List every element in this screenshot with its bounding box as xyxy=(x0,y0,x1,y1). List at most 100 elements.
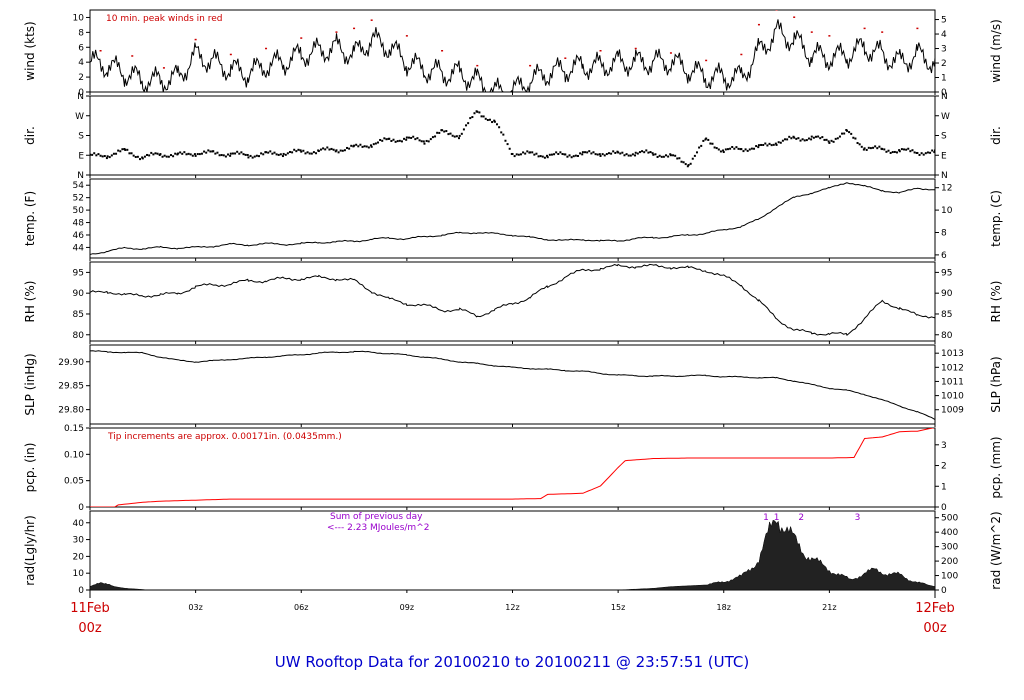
slp-ytick-label-left: 29.85 xyxy=(58,382,84,392)
rad-ytick-label-left: 0 xyxy=(78,586,84,596)
dir-point xyxy=(469,117,472,120)
dir-point xyxy=(339,149,342,152)
dir-point xyxy=(755,145,758,148)
wind-ytick-label-left: 10 xyxy=(73,13,85,23)
xaxis-date-label: 12Feb xyxy=(915,601,955,616)
dir-point xyxy=(517,153,520,156)
dir-point xyxy=(379,138,382,141)
wind-ytick-label-right: 3 xyxy=(941,45,947,55)
dir-point xyxy=(680,160,683,163)
dir-point xyxy=(757,144,760,147)
dir-point xyxy=(610,152,613,155)
dir-point xyxy=(179,151,182,154)
dir-point xyxy=(370,145,373,148)
wind-peak-point xyxy=(810,31,813,33)
temp-ytick-label-right: 6 xyxy=(941,251,947,261)
dir-point xyxy=(405,136,408,139)
slp-frame xyxy=(89,344,936,425)
dir-point xyxy=(588,150,591,153)
dir-point xyxy=(482,115,485,118)
dir-point xyxy=(693,154,696,157)
wind-peak-point xyxy=(916,27,919,30)
temp-ytick-label-right: 8 xyxy=(941,228,947,238)
rh-ytick-label-left: 80 xyxy=(73,331,85,341)
dir-point xyxy=(203,150,206,153)
dir-point xyxy=(251,156,254,159)
wind-peak-point xyxy=(634,47,637,50)
dir-point xyxy=(128,152,131,155)
dir-point xyxy=(614,151,617,154)
dir-point xyxy=(390,139,393,142)
dir-point xyxy=(862,148,865,151)
dir-point xyxy=(513,155,516,158)
temp-ytick-label-left: 44 xyxy=(73,243,85,253)
dir-point xyxy=(275,153,278,156)
rad-annotation-line1: Sum of previous day xyxy=(330,512,423,522)
dir-point xyxy=(154,152,157,155)
dir-point xyxy=(911,149,914,152)
rad-ytick-label-right: 100 xyxy=(941,572,958,582)
pcp-ytick-label-right: 2 xyxy=(941,462,947,472)
dir-point xyxy=(636,152,639,155)
slp-ytick-label-right: 1010 xyxy=(941,392,964,402)
xaxis-tick-label: 06z xyxy=(294,603,308,612)
dir-point xyxy=(191,154,194,157)
dir-point xyxy=(823,138,826,141)
dir-point xyxy=(247,156,250,159)
dir-point xyxy=(194,154,197,157)
dir-point xyxy=(130,152,133,155)
dir-point xyxy=(852,136,855,139)
dir-point xyxy=(793,136,796,139)
rad-plot-area xyxy=(90,519,935,590)
wind-peak-point xyxy=(335,31,338,33)
dir-point xyxy=(830,139,833,142)
wind-annotation: 10 min. peak winds in red xyxy=(106,14,223,24)
dir-point xyxy=(631,153,634,156)
dir-point xyxy=(511,152,514,155)
dir-point xyxy=(281,155,284,158)
dir-point xyxy=(722,149,725,152)
dir-point xyxy=(394,140,397,143)
dir-point xyxy=(584,151,587,154)
dir-point xyxy=(665,154,668,157)
slp-ytick-label-left: 29.80 xyxy=(58,406,84,416)
rh-ylabel-right: RH (%) xyxy=(989,281,1003,323)
dir-point xyxy=(533,153,536,156)
dir-point xyxy=(918,153,921,156)
dir-point xyxy=(90,153,91,156)
pcp-ytick-label-right: 3 xyxy=(941,441,947,451)
rad-marker-label: 2 xyxy=(798,513,804,523)
dir-point xyxy=(766,144,769,147)
wind-peak-point xyxy=(793,16,796,18)
rh-ytick-label-right: 85 xyxy=(941,310,952,320)
dir-point xyxy=(801,138,804,141)
dir-point xyxy=(291,151,294,154)
rh-ytick-label-right: 90 xyxy=(941,289,953,299)
slp-series-line xyxy=(90,350,935,420)
dir-point xyxy=(244,153,247,156)
dir-point xyxy=(308,152,311,155)
dir-point xyxy=(803,139,806,142)
dir-point xyxy=(473,112,476,115)
dir-point xyxy=(592,151,595,154)
dir-point xyxy=(926,151,929,154)
wind-peak-point xyxy=(599,50,602,52)
dir-point xyxy=(529,151,532,154)
dir-point xyxy=(429,138,432,141)
dir-point xyxy=(498,126,501,129)
dir-point xyxy=(152,153,155,156)
pcp-ytick-label-left: 0.10 xyxy=(64,450,84,460)
dir-point xyxy=(537,155,540,158)
dir-point xyxy=(757,146,760,149)
dir-point xyxy=(297,148,300,151)
dir-point xyxy=(334,150,337,153)
dir-point xyxy=(564,153,567,156)
dir-point xyxy=(883,148,886,151)
dir-point xyxy=(682,161,685,164)
panel-temp: 44 46 48 50 52 54 6 8 10 12 temp. (F) temp. (C) xyxy=(23,178,1003,261)
dir-point xyxy=(493,120,496,123)
wind-ytick-label-left: 0 xyxy=(78,88,84,98)
dir-point xyxy=(138,158,141,161)
